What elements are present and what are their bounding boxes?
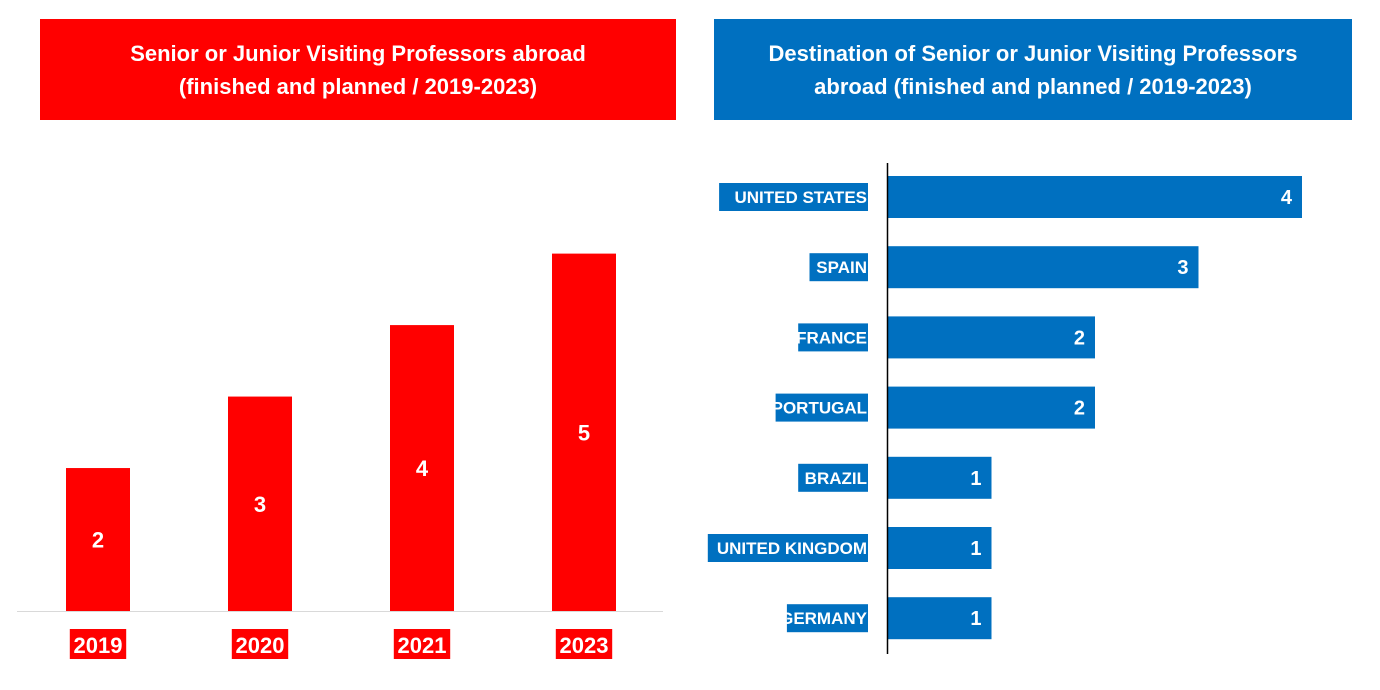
destination-label-bg-brazil	[798, 463, 868, 492]
year-tick-label-bg-2019	[69, 629, 127, 659]
year-bar-value-2021: 4	[416, 456, 429, 481]
destination-label-bg-france	[798, 323, 868, 352]
destination-label-france: FRANCE	[796, 328, 867, 347]
year-tick-label-bg-2020	[231, 629, 289, 659]
destination-bar-value-spain: 3	[1177, 257, 1188, 279]
destination-label-germany: GERMANY	[780, 609, 868, 628]
year-bar-2021	[390, 325, 454, 611]
destination-bar-value-united-kingdom: 1	[970, 538, 981, 560]
destination-bar-france	[888, 316, 1095, 359]
year-tick-label-bg-2023	[555, 629, 613, 659]
year-bar-2019	[66, 468, 130, 611]
year-bar-2020	[228, 396, 292, 611]
right-title-line-1: Destination of Senior or Junior Visiting…	[768, 40, 1298, 66]
destination-label-portugal: PORTUGAL	[772, 399, 867, 418]
year-bar-value-2019: 2	[92, 528, 104, 553]
destination-label-bg-united-states	[719, 183, 868, 211]
destination-bar-value-united-states: 4	[1281, 187, 1293, 209]
year-tick-label-bg-2021	[393, 629, 451, 659]
year-tick-label-2019: 2019	[74, 633, 123, 658]
destination-bar-value-portugal: 2	[1074, 398, 1085, 420]
destination-bar-value-brazil: 1	[970, 468, 981, 490]
destination-label-united-kingdom: UNITED KINGDOM	[717, 539, 867, 558]
right-chart-title: Destination of Senior or Junior Visiting…	[714, 19, 1352, 120]
destination-bar-united-states	[888, 176, 1302, 218]
destination-label-bg-united-kingdom	[707, 534, 868, 562]
year-bar-2023	[552, 253, 616, 611]
destination-bar-value-france: 2	[1074, 327, 1085, 349]
destination-label-united-states: UNITED STATES	[734, 188, 867, 207]
destination-bar-united-kingdom	[888, 527, 992, 569]
year-tick-label-2023: 2023	[560, 633, 609, 658]
year-bar-value-2023: 5	[578, 420, 590, 445]
destination-label-spain: SPAIN	[816, 258, 867, 277]
left-title-line-2: (finished and planned / 2019-2023)	[178, 73, 538, 99]
destination-bar-value-germany: 1	[970, 608, 981, 630]
left-chart-title: Senior or Junior Visiting Professors abr…	[40, 19, 676, 120]
left-title-line-1: Senior or Junior Visiting Professors abr…	[130, 40, 586, 66]
destination-bar-portugal	[888, 386, 1095, 429]
destination-bar-brazil	[888, 456, 992, 499]
destination-bar-spain	[888, 246, 1199, 289]
destination-label-bg-spain	[809, 253, 868, 282]
destination-label-bg-portugal	[775, 393, 868, 422]
destination-label-bg-germany	[786, 604, 868, 633]
right-title-line-2: abroad (finished and planned / 2019-2023…	[814, 73, 1252, 99]
year-tick-label-2020: 2020	[236, 633, 285, 658]
year-tick-label-2021: 2021	[398, 633, 447, 658]
year-bar-value-2020: 3	[254, 492, 266, 517]
destination-label-brazil: BRAZIL	[805, 469, 867, 488]
destination-bar-germany	[888, 597, 992, 640]
